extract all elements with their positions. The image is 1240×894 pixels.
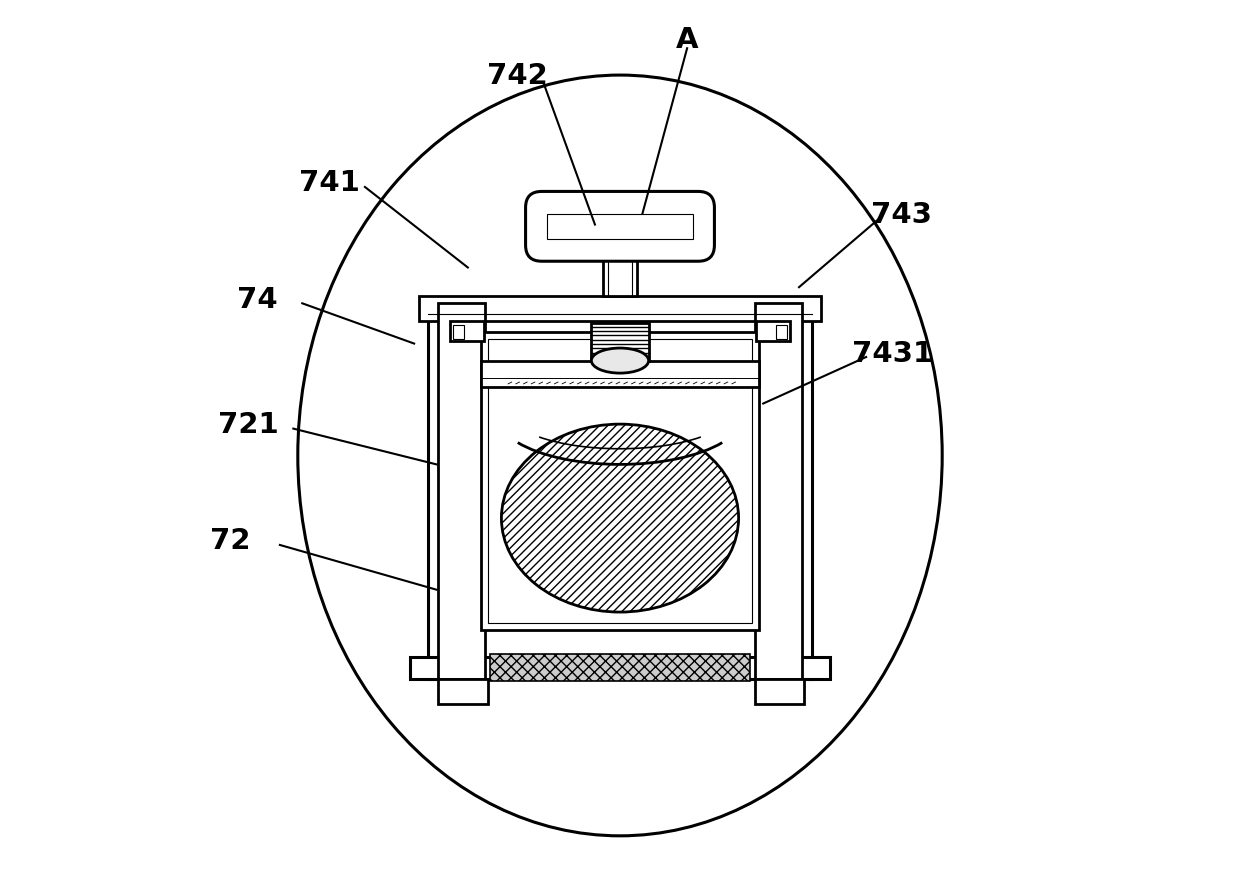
FancyBboxPatch shape	[526, 192, 714, 262]
Text: 72: 72	[211, 527, 250, 555]
Bar	[419, 297, 821, 322]
Text: 74: 74	[237, 285, 278, 314]
Bar	[776, 325, 787, 340]
Ellipse shape	[501, 425, 739, 612]
Ellipse shape	[591, 349, 649, 374]
Bar	[489, 340, 751, 623]
Bar	[755, 304, 802, 679]
Bar	[481, 361, 759, 388]
Bar	[453, 325, 464, 340]
Bar	[450, 322, 484, 342]
Text: 743: 743	[872, 200, 932, 229]
Bar	[755, 679, 805, 704]
Text: A: A	[676, 26, 698, 55]
Text: 721: 721	[218, 410, 279, 439]
Bar	[547, 215, 693, 240]
Bar	[603, 241, 637, 297]
Bar	[438, 679, 487, 704]
Text: 741: 741	[299, 169, 360, 198]
Bar	[428, 304, 812, 679]
Bar	[438, 315, 802, 669]
Text: 7431: 7431	[852, 339, 934, 367]
Bar	[756, 322, 790, 342]
Text: 742: 742	[486, 62, 547, 90]
Bar	[409, 657, 831, 679]
Bar	[591, 324, 649, 361]
Bar	[490, 654, 750, 681]
Bar	[438, 304, 485, 679]
Bar	[481, 333, 759, 630]
